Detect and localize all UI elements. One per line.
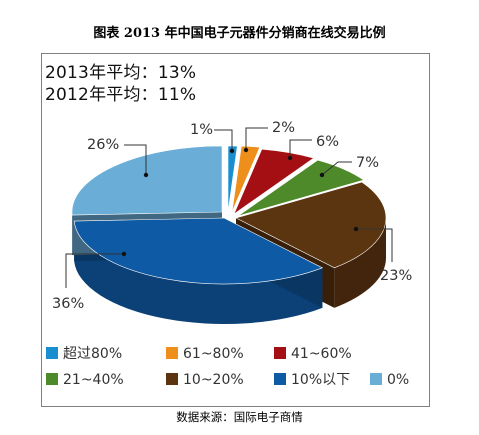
- slice-label-2: 6%: [316, 134, 339, 150]
- slice-label-3: 7%: [356, 155, 379, 171]
- slice-side-4: [334, 218, 386, 308]
- leader-dot-3: [319, 172, 325, 178]
- legend-label-4: 10~20%: [183, 372, 244, 388]
- legend-label-1: 61~80%: [183, 346, 244, 362]
- legend-swatch-1: [166, 347, 178, 359]
- leader-dot-4: [353, 226, 359, 232]
- leader-line-3: [321, 161, 352, 176]
- chart-title: 图表 2013 年中国电子元器件分销商在线交易比例: [93, 26, 386, 41]
- slice-1: [231, 145, 261, 213]
- leader-dot-1: [243, 147, 249, 153]
- average-2013: 2013年平均：13%: [45, 63, 197, 83]
- slice-label-0: 1%: [190, 122, 213, 138]
- slice-labels: 1% 2% 6% 7% 23% 36% 26%: [52, 120, 412, 312]
- pie-tops: [71, 145, 387, 285]
- slice-side-5: [74, 221, 323, 325]
- legend: 超过80% 61~80% 41~60% 21~40% 10~20% 10%以下 0%: [46, 346, 409, 388]
- slice-label-5: 36%: [52, 296, 84, 312]
- leader-line-2: [289, 139, 312, 158]
- legend-label-0: 超过80%: [63, 346, 122, 362]
- data-source: 数据来源：国际电子商情: [176, 410, 303, 424]
- slice-label-4: 23%: [380, 268, 412, 284]
- slice-5: [73, 217, 324, 285]
- leader-line-0: [214, 129, 233, 151]
- legend-label-6: 0%: [387, 372, 409, 388]
- leader-dot-6: [143, 172, 149, 178]
- slice-0: [227, 145, 238, 213]
- slice-3: [237, 159, 365, 217]
- legend-label-3: 21~40%: [63, 372, 124, 388]
- legend-swatch-6: [370, 373, 382, 385]
- leader-line-6: [124, 144, 147, 175]
- legend-swatch-3: [46, 373, 58, 385]
- slice-6: [71, 145, 223, 216]
- slice-4: [235, 181, 387, 269]
- average-2012: 2012年平均：11%: [45, 85, 197, 105]
- legend-label-2: 41~60%: [291, 346, 352, 362]
- legend-swatch-2: [274, 347, 286, 359]
- leader-line-1: [245, 127, 268, 150]
- slice-2: [233, 148, 315, 215]
- leader-dot-0: [229, 148, 235, 154]
- slice-label-6: 26%: [87, 137, 119, 153]
- legend-swatch-0: [46, 347, 58, 359]
- leader-line-5: [65, 253, 124, 288]
- leader-dot-5: [121, 251, 127, 257]
- legend-label-5: 10%以下: [291, 372, 350, 388]
- leader-line-4: [356, 228, 393, 262]
- slice-label-1: 2%: [272, 120, 295, 136]
- leader-dot-2: [287, 155, 293, 161]
- legend-swatch-5: [274, 373, 286, 385]
- legend-swatch-4: [166, 373, 178, 385]
